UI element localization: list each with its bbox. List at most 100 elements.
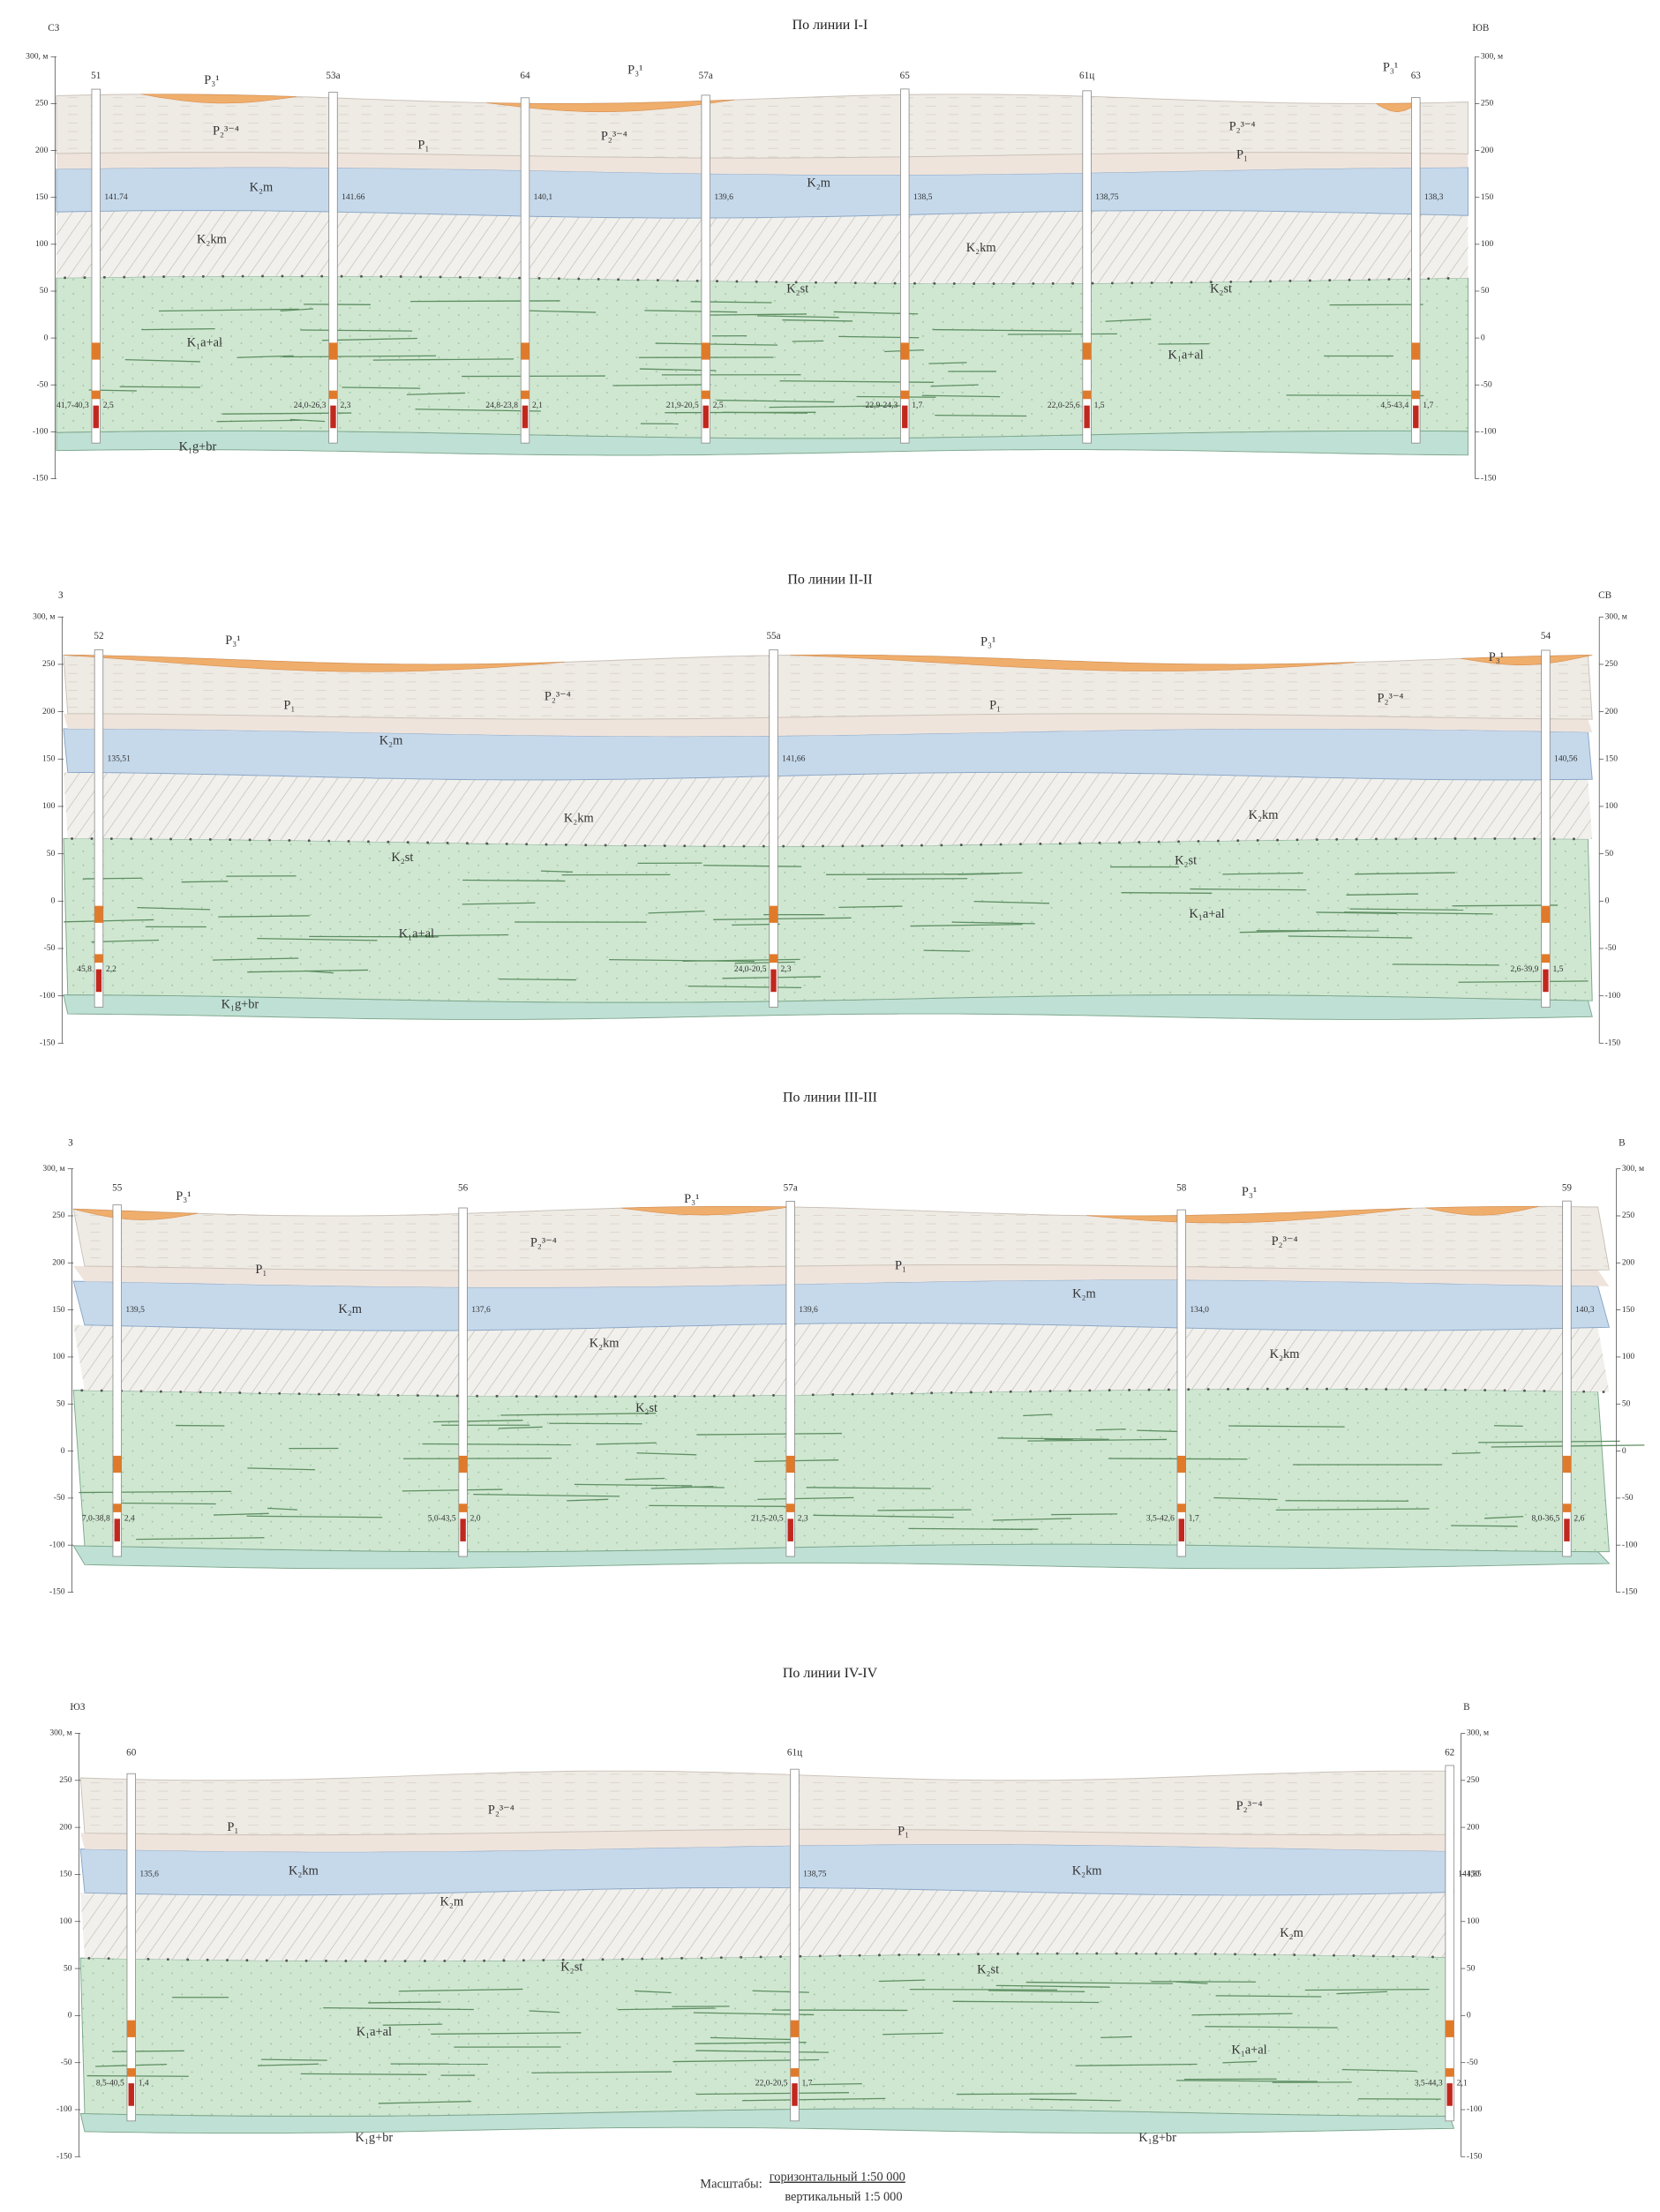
contact-dot [575,1395,577,1398]
depth-label-right: 50 [1481,286,1490,296]
well-name: 56 [458,1183,469,1194]
well-name: 64 [520,71,530,81]
layer-k2km [64,772,1592,846]
well-level: 140,3 [1575,1305,1595,1315]
contact-dot [819,1954,822,1957]
well-thickness: 1,7 [802,2078,813,2088]
contact-dot [186,1959,189,1961]
contact-dot [723,845,725,848]
contact-dot [673,1395,676,1398]
layer-k1a-al [64,838,1592,1002]
well [770,649,778,1007]
layer-label: K₁a+al [1231,2043,1266,2058]
contact-dot [447,842,449,844]
contact-dot [1326,1388,1328,1391]
contact-dot [545,844,548,846]
contact-dot [305,1960,308,1962]
contact-dot [242,275,244,278]
well-name: 55а [766,631,780,641]
contact-dot [1269,280,1272,282]
depth-label-left: -100 [40,991,56,1001]
contact-dot [169,838,172,841]
contact-dot [123,276,125,279]
contact-dot [841,844,844,847]
clay-lens [83,878,142,879]
depth-label-right: -50 [1605,943,1617,953]
contact-dot [439,275,442,278]
well-ore [96,970,101,993]
contact-dot [940,844,943,846]
depth-label-right: 0 [1481,333,1485,342]
contact-dot [503,1960,506,1962]
layer-label: P₃¹ [1489,650,1504,664]
contact-dot [1076,1953,1078,1955]
contact-dot [229,838,231,841]
contact-dot [1424,1388,1427,1391]
clay-lens [857,396,936,397]
clay-lens [826,874,974,875]
contact-dot [377,1394,379,1397]
layer-label: K₂st [391,851,413,865]
well-ore [703,406,709,429]
layer-label: P₃¹ [980,634,995,649]
contact-dot [859,1954,861,1957]
layer-label: P₂³⁻⁴ [1378,691,1404,705]
clay-lens [368,2002,440,2003]
layer-label: K₂st [786,281,808,296]
depth-label-right: 300, м [1605,611,1627,621]
well-interval-label: 45,8 [77,964,92,974]
contact-dot [1444,1389,1446,1391]
depth-label-left: 200 [42,707,56,716]
contact-dot [894,282,897,285]
layer-label: P₂³⁻⁴ [545,690,571,704]
well-interval [702,391,710,400]
well-name: 60 [126,1747,137,1758]
layer-label: K₂km [966,241,996,255]
well-interval [786,1503,795,1512]
contact-dot [1036,1953,1039,1955]
contact-dot [400,275,402,278]
well-interval [521,342,530,359]
contact-dot [852,1393,854,1396]
well-interval [1177,1456,1186,1473]
contact-dot [147,1958,150,1961]
layer-p2 [73,1206,1609,1270]
contact-dot [1168,1388,1170,1391]
layer-label: K₂m [379,733,403,747]
contact-dot [456,1395,459,1398]
contact-dot [732,1394,735,1397]
contact-dot [1266,1388,1269,1391]
well-interval [521,391,530,400]
layer-label: P₂³⁻⁴ [1272,1234,1298,1248]
depth-label-left: -50 [54,1493,65,1503]
well-ore [792,2083,797,2106]
layer-label: P₁ [898,1825,909,1839]
contact-dot [1194,1953,1197,1955]
well-interval-label: 24,8-23,8 [485,401,518,410]
contact-dot [1029,1390,1032,1392]
layer-label: K₁a+al [1189,907,1224,921]
layer-label: K₁a+al [357,2025,392,2039]
contact-dot [664,844,666,847]
contact-dot [634,1395,636,1398]
contact-dot [1148,1389,1151,1391]
contact-dot [1254,1953,1257,1956]
layer-label: P₂³⁻⁴ [601,130,627,144]
contact-dot [259,1391,261,1394]
contact-dot [701,1957,703,1960]
depth-label-right: 0 [1605,896,1610,906]
contact-dot [542,1959,545,1961]
depth-label-right: 100 [1481,239,1494,249]
contact-dot [1118,841,1121,844]
contact-dot [308,839,311,842]
contact-dot [1504,1389,1506,1391]
well-interval-label: 24,0-20,5 [734,964,767,974]
depth-label-left: -150 [49,1587,65,1597]
layer-k1a-al [73,1389,1609,1551]
depth-label-left: 250 [42,659,56,669]
depth-label-right: 250 [1605,659,1619,669]
contact-dot [150,837,153,840]
well-interval [1563,1503,1572,1512]
contact-dot [84,276,86,279]
geological-sections: 300, м300, м2502502002001501501001005050… [0,0,1660,2212]
